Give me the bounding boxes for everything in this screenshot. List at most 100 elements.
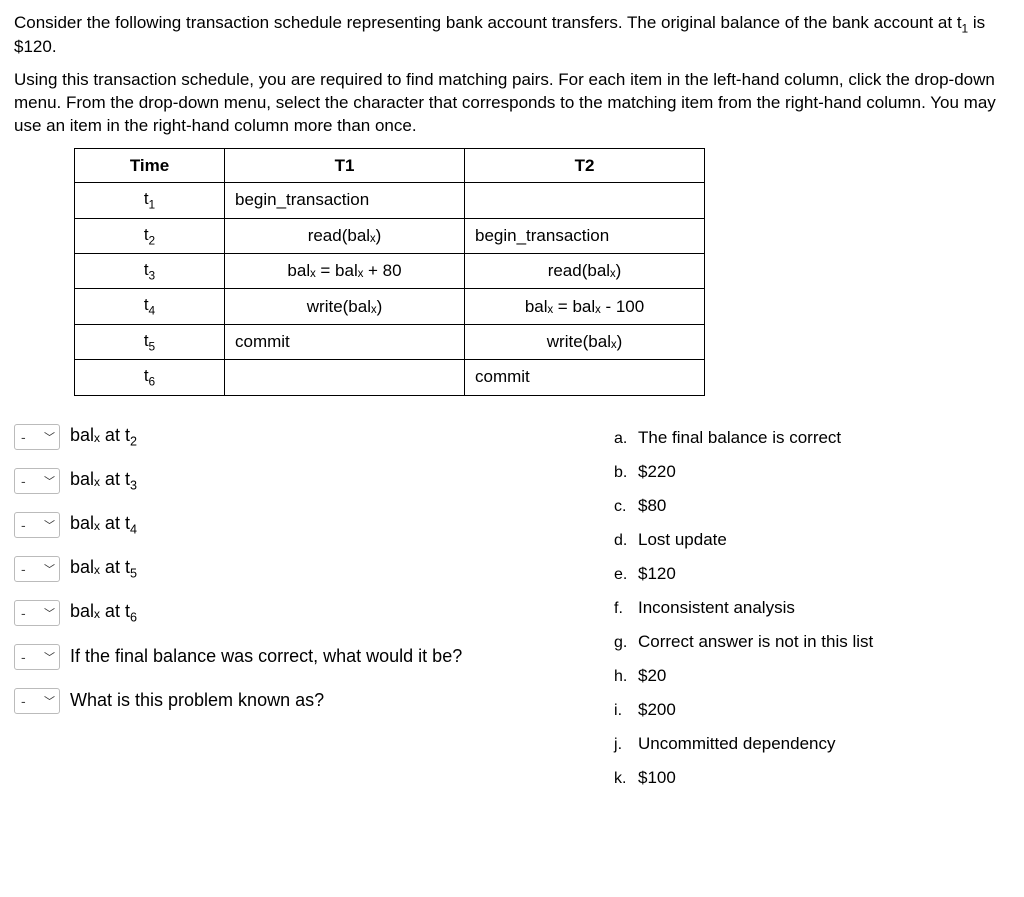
chevron-down-icon: ﹀: [44, 473, 55, 489]
table-row: t3balₓ = balₓ + 80read(balₓ): [75, 253, 705, 288]
cell-time: t5: [75, 324, 225, 359]
answer-option: k$100: [614, 768, 1010, 788]
match-item-label: balₓ at t3: [70, 469, 137, 493]
match-item-label: balₓ at t4: [70, 513, 137, 537]
cell-t2: write(balₓ): [465, 324, 705, 359]
answer-letter: d: [614, 532, 636, 550]
answer-text: Inconsistent analysis: [638, 598, 795, 618]
answer-text: The final balance is correct: [638, 428, 841, 448]
answer-option: gCorrect answer is not in this list: [614, 632, 1010, 652]
dropdown-value: -: [21, 561, 26, 577]
header-time: Time: [75, 149, 225, 183]
answer-option: e$120: [614, 564, 1010, 584]
table-row: t4write(balₓ)balₓ = balₓ - 100: [75, 289, 705, 324]
header-t2: T2: [465, 149, 705, 183]
matching-right-column: aThe final balance is correctb$220c$80dL…: [614, 424, 1010, 802]
intro-paragraph-2: Using this transaction schedule, you are…: [14, 69, 1010, 138]
answer-letter: b: [614, 464, 636, 482]
answer-text: $80: [638, 496, 666, 516]
matching-left-column: -﹀balₓ at t2-﹀balₓ at t3-﹀balₓ at t4-﹀ba…: [14, 424, 574, 732]
cell-t1: begin_transaction: [225, 183, 465, 218]
answer-option: jUncommitted dependency: [614, 734, 1010, 754]
table-row: t5commitwrite(balₓ): [75, 324, 705, 359]
table-row: t2read(balₓ)begin_transaction: [75, 218, 705, 253]
dropdown-value: -: [21, 429, 26, 445]
cell-t2: read(balₓ): [465, 253, 705, 288]
match-row: -﹀balₓ at t4: [14, 512, 574, 538]
schedule-table: Time T1 T2 t1begin_transactiont2read(bal…: [74, 148, 705, 395]
header-t1: T1: [225, 149, 465, 183]
match-row: -﹀balₓ at t6: [14, 600, 574, 626]
match-item-label: If the final balance was correct, what w…: [70, 646, 462, 667]
cell-time: t2: [75, 218, 225, 253]
match-row: -﹀If the final balance was correct, what…: [14, 644, 574, 670]
cell-time: t4: [75, 289, 225, 324]
answer-text: $100: [638, 768, 676, 788]
answer-option: c$80: [614, 496, 1010, 516]
dropdown-value: -: [21, 605, 26, 621]
answer-letter: a: [614, 430, 636, 448]
answer-text: Lost update: [638, 530, 727, 550]
answer-text: $200: [638, 700, 676, 720]
match-row: -﹀balₓ at t2: [14, 424, 574, 450]
chevron-down-icon: ﹀: [44, 429, 55, 445]
cell-t1: read(balₓ): [225, 218, 465, 253]
match-item-label: balₓ at t6: [70, 601, 137, 625]
dropdown-value: -: [21, 693, 26, 709]
answer-dropdown[interactable]: -﹀: [14, 512, 60, 538]
cell-t2: [465, 183, 705, 218]
answer-text: $220: [638, 462, 676, 482]
answer-dropdown[interactable]: -﹀: [14, 644, 60, 670]
match-row: -﹀ balₓ at t5: [14, 556, 574, 582]
chevron-down-icon: ﹀: [44, 649, 55, 665]
intro-paragraph-1: Consider the following transaction sched…: [14, 12, 1010, 59]
answer-text: Correct answer is not in this list: [638, 632, 873, 652]
cell-t1: balₓ = balₓ + 80: [225, 253, 465, 288]
answer-dropdown[interactable]: -﹀: [14, 468, 60, 494]
cell-t1: write(balₓ): [225, 289, 465, 324]
chevron-down-icon: ﹀: [44, 693, 55, 709]
answer-letter: i: [614, 702, 636, 720]
answer-letter: h: [614, 668, 636, 686]
match-item-label: balₓ at t5: [70, 557, 137, 581]
intro-text: Consider the following transaction sched…: [14, 13, 962, 32]
match-row: -﹀balₓ at t3: [14, 468, 574, 494]
answer-dropdown[interactable]: -﹀: [14, 600, 60, 626]
answer-letter: c: [614, 498, 636, 516]
cell-t1: commit: [225, 324, 465, 359]
answer-option: dLost update: [614, 530, 1010, 550]
chevron-down-icon: ﹀: [44, 605, 55, 621]
answer-option: i$200: [614, 700, 1010, 720]
answer-text: $20: [638, 666, 666, 686]
match-item-label: What is this problem known as?: [70, 690, 324, 711]
table-row: t6 commit: [75, 360, 705, 395]
dropdown-value: -: [21, 649, 26, 665]
cell-t1: [225, 360, 465, 395]
chevron-down-icon: ﹀: [44, 517, 55, 533]
answer-option: aThe final balance is correct: [614, 428, 1010, 448]
table-row: t1begin_transaction: [75, 183, 705, 218]
cell-time: t3: [75, 253, 225, 288]
cell-t2: commit: [465, 360, 705, 395]
answer-option: fInconsistent analysis: [614, 598, 1010, 618]
answer-letter: k: [614, 770, 636, 788]
answer-letter: f: [614, 600, 636, 618]
answer-letter: g: [614, 634, 636, 652]
answer-dropdown[interactable]: -﹀: [14, 688, 60, 714]
answer-text: $120: [638, 564, 676, 584]
match-item-label: balₓ at t2: [70, 425, 137, 449]
match-row: -﹀What is this problem known as?: [14, 688, 574, 714]
dropdown-value: -: [21, 517, 26, 533]
cell-time: t1: [75, 183, 225, 218]
answer-text: Uncommitted dependency: [638, 734, 836, 754]
cell-t2: begin_transaction: [465, 218, 705, 253]
answer-option: h$20: [614, 666, 1010, 686]
answer-dropdown[interactable]: -﹀: [14, 424, 60, 450]
cell-time: t6: [75, 360, 225, 395]
answer-option: b$220: [614, 462, 1010, 482]
cell-t2: balₓ = balₓ - 100: [465, 289, 705, 324]
answer-letter: j: [614, 736, 636, 754]
dropdown-value: -: [21, 473, 26, 489]
answer-letter: e: [614, 566, 636, 584]
answer-dropdown[interactable]: -﹀: [14, 556, 60, 582]
